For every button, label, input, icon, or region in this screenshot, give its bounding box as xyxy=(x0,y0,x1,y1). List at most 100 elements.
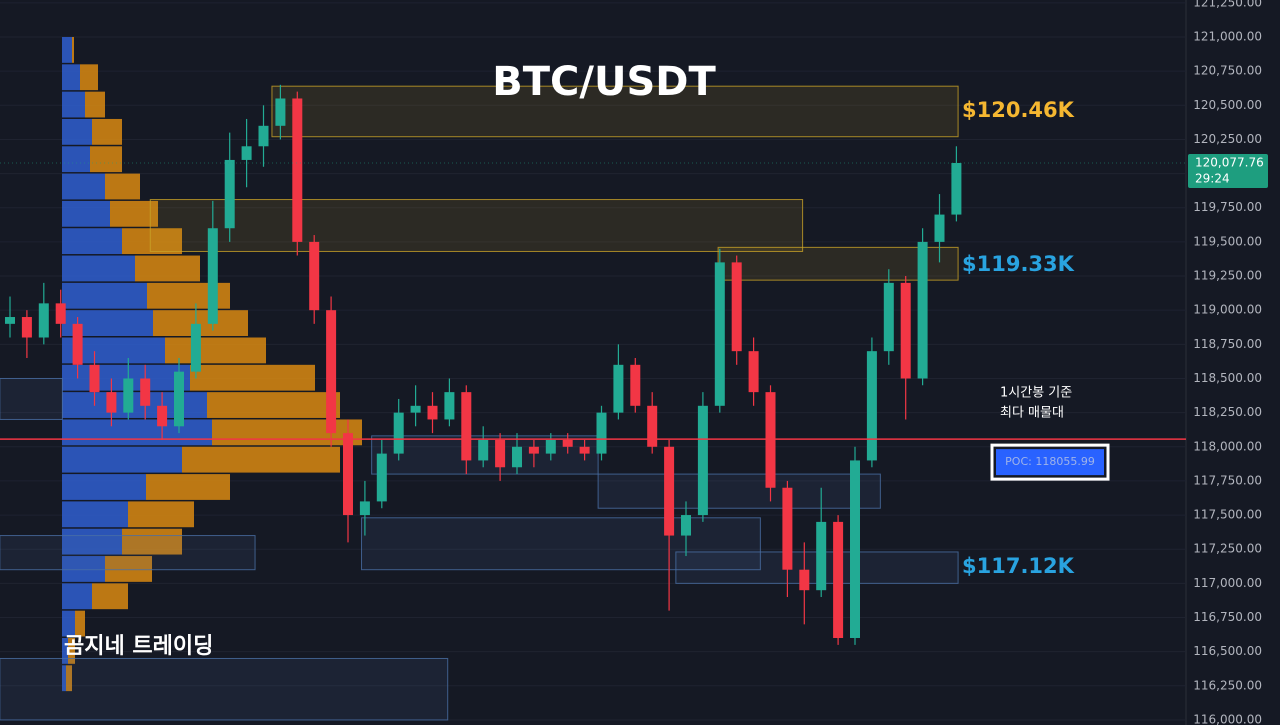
profile-buy xyxy=(62,255,135,282)
profile-buy xyxy=(62,146,90,173)
profile-sell xyxy=(122,528,182,555)
last-price-badge xyxy=(1188,153,1268,188)
profile-sell xyxy=(68,637,75,664)
candle-body xyxy=(376,453,387,502)
candle-body xyxy=(174,371,184,427)
poc-box xyxy=(990,443,1110,481)
y-tick-label: 116,500.00 xyxy=(1193,644,1262,658)
profile-buy xyxy=(62,91,85,118)
profile-sell xyxy=(72,37,74,63)
candle-body xyxy=(613,364,624,413)
profile-buy xyxy=(62,228,122,255)
candle-body xyxy=(207,228,218,324)
candle-body xyxy=(275,98,286,126)
zone xyxy=(0,657,449,721)
profile-sell xyxy=(128,501,194,528)
candle-body xyxy=(512,446,522,468)
candle-body xyxy=(900,282,911,379)
candle-body xyxy=(38,303,49,338)
profile-buy xyxy=(62,200,110,227)
profile-sell xyxy=(80,64,98,91)
poc-note: 최다 매물대 xyxy=(1000,406,1064,421)
profile-sell xyxy=(92,583,128,610)
profile-buy xyxy=(62,610,75,637)
y-tick-label: 119,000.00 xyxy=(1193,303,1262,317)
candle-body xyxy=(393,412,404,454)
candle-body xyxy=(951,162,962,215)
chart-title: BTC/USDT xyxy=(492,59,716,105)
candle-body xyxy=(545,439,556,454)
profile-buy xyxy=(62,419,212,446)
candle-body xyxy=(850,460,860,638)
profile-sell xyxy=(182,446,340,473)
profile-sell xyxy=(105,173,140,200)
profile-sell xyxy=(207,392,340,418)
y-tick-label: 116,000.00 xyxy=(1193,712,1262,725)
y-tick-label: 118,000.00 xyxy=(1193,439,1262,453)
profile-sell xyxy=(212,419,362,446)
candle-body xyxy=(309,241,320,311)
y-tick-label: 120,250.00 xyxy=(1193,132,1262,146)
last-price-label: 120,077.76 xyxy=(1195,155,1264,169)
level-label: $117.12K xyxy=(962,554,1075,578)
candle-body xyxy=(258,125,269,147)
candle-body xyxy=(21,317,32,338)
candle-body xyxy=(241,146,252,160)
poc-label: POC: 118055.99 xyxy=(1005,455,1095,468)
candle-body xyxy=(630,364,641,406)
candle-body xyxy=(444,392,455,420)
candle-body xyxy=(562,439,573,447)
y-tick-label: 121,250.00 xyxy=(1193,0,1262,9)
profile-buy xyxy=(62,501,128,528)
y-tick-label: 119,750.00 xyxy=(1193,200,1262,214)
profile-sell xyxy=(190,364,315,391)
level-label: $120.46K xyxy=(962,98,1075,122)
profile-buy xyxy=(62,173,105,200)
candle-body xyxy=(681,515,691,536)
y-tick-label: 117,750.00 xyxy=(1193,473,1262,487)
candle-body xyxy=(5,317,15,324)
candle-body xyxy=(697,405,708,516)
profile-sell xyxy=(105,556,152,582)
candle-body xyxy=(326,310,337,434)
profile-sell xyxy=(90,146,122,173)
candle-body xyxy=(647,405,658,447)
candle-body xyxy=(934,214,945,242)
profile-buy xyxy=(62,282,147,309)
candle-body xyxy=(748,351,759,393)
profile-buy xyxy=(62,556,105,582)
candle-body xyxy=(596,412,607,454)
candle-body xyxy=(782,487,793,570)
profile-buy xyxy=(62,583,92,610)
profile-buy xyxy=(62,392,207,418)
candle-body xyxy=(495,439,506,468)
candle-body xyxy=(292,98,303,242)
profile-sell xyxy=(165,337,266,364)
y-tick-label: 120,500.00 xyxy=(1193,98,1262,112)
poc-fill xyxy=(996,449,1104,476)
candle-body xyxy=(833,521,844,638)
zone xyxy=(271,85,959,138)
candle-body xyxy=(664,446,675,536)
profile-sell xyxy=(75,610,85,637)
candle-body xyxy=(714,262,725,406)
candle-body xyxy=(410,405,421,413)
candle-body xyxy=(579,446,590,454)
candle-body xyxy=(343,433,353,516)
countdown: 29:24 xyxy=(1195,171,1230,185)
candle-body xyxy=(123,378,134,413)
profile-sell xyxy=(135,255,200,282)
candle-body xyxy=(427,405,438,420)
candle-body xyxy=(528,446,539,454)
candle-body xyxy=(157,405,168,427)
candle-body xyxy=(731,262,742,352)
profile-buy xyxy=(62,474,146,500)
profile-sell xyxy=(92,118,122,145)
zone xyxy=(149,199,804,252)
candle-body xyxy=(190,323,201,372)
y-tick-label: 116,750.00 xyxy=(1193,610,1262,624)
candle-body xyxy=(461,392,472,461)
profile-buy xyxy=(62,528,122,555)
y-tick-label: 118,750.00 xyxy=(1193,337,1262,351)
